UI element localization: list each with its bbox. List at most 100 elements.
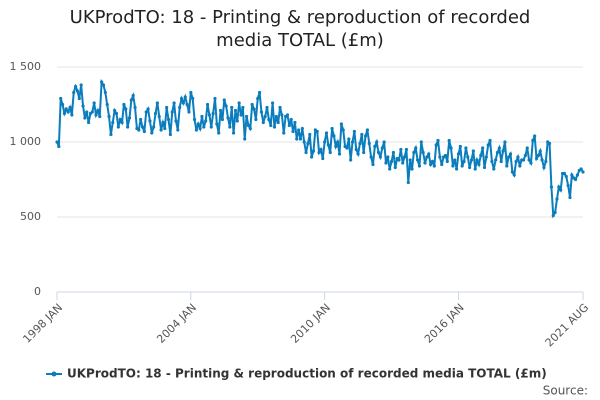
data-point <box>356 152 360 156</box>
data-point <box>466 155 470 159</box>
data-point <box>280 113 284 117</box>
data-point <box>83 116 87 120</box>
data-point <box>224 104 228 108</box>
data-point <box>469 158 474 162</box>
data-point <box>68 105 72 110</box>
data-point <box>159 128 163 132</box>
data-point <box>367 141 371 146</box>
data-point <box>360 132 364 137</box>
data-point <box>553 210 557 215</box>
data-point <box>503 140 507 144</box>
data-point <box>362 150 366 155</box>
data-point <box>172 101 176 105</box>
data-point <box>386 155 390 159</box>
data-point <box>521 158 526 162</box>
data-point <box>508 152 513 156</box>
data-point <box>393 165 397 170</box>
data-point <box>163 126 167 131</box>
data-point <box>176 128 180 132</box>
data-point <box>354 147 358 152</box>
data-point <box>399 147 403 152</box>
data-point <box>581 170 585 174</box>
data-point <box>79 83 83 87</box>
y-tick-label: 500 <box>20 210 41 223</box>
data-point <box>192 117 197 122</box>
data-point <box>341 128 345 132</box>
legend-marker <box>51 371 57 377</box>
data-point <box>468 165 472 170</box>
data-point <box>430 159 435 164</box>
data-point <box>308 132 312 137</box>
data-point <box>271 101 275 105</box>
data-point <box>116 125 120 129</box>
data-point <box>200 114 204 119</box>
data-point <box>384 161 388 165</box>
data-point <box>319 147 323 152</box>
data-point <box>451 164 455 168</box>
data-point <box>178 105 182 110</box>
data-point <box>211 111 215 116</box>
data-point <box>215 122 219 126</box>
data-point <box>304 150 308 155</box>
data-point <box>332 134 336 138</box>
data-point <box>124 107 128 111</box>
data-point <box>486 143 490 147</box>
data-point <box>529 161 533 165</box>
data-point <box>401 161 405 165</box>
data-point <box>464 146 468 150</box>
data-point <box>389 159 394 164</box>
data-point <box>272 125 277 129</box>
data-point <box>482 165 487 170</box>
data-point <box>438 155 442 159</box>
data-point <box>557 185 561 189</box>
data-point <box>90 110 94 114</box>
data-point <box>140 125 145 129</box>
data-point <box>248 126 252 131</box>
chart-title: UKProdTO: 18 - Printing & reproduction o… <box>69 7 531 51</box>
data-point <box>55 140 59 144</box>
data-point <box>397 158 401 162</box>
data-point <box>100 80 104 84</box>
data-point <box>103 90 107 95</box>
data-point <box>254 117 258 122</box>
data-point <box>144 110 148 114</box>
data-point <box>525 146 529 150</box>
data-point <box>129 98 133 102</box>
data-point <box>449 146 453 150</box>
data-point <box>490 159 494 164</box>
data-point <box>328 150 332 155</box>
data-point <box>231 131 236 135</box>
data-point <box>161 120 165 125</box>
data-point <box>456 152 461 156</box>
data-point <box>365 128 369 132</box>
data-point <box>269 123 273 128</box>
data-point <box>263 114 267 119</box>
data-point <box>566 183 570 188</box>
data-point <box>259 110 264 114</box>
data-point <box>209 125 213 129</box>
data-point <box>194 128 198 132</box>
data-point <box>573 177 578 182</box>
data-point <box>408 158 412 162</box>
data-point <box>358 141 362 146</box>
data-point <box>410 167 414 171</box>
data-point <box>241 105 245 110</box>
data-point <box>417 164 422 168</box>
data-point <box>477 162 481 167</box>
data-point <box>540 158 544 162</box>
legend-label: UKProdTO: 18 - Printing & reproduction o… <box>67 367 547 381</box>
data-point <box>261 120 265 125</box>
data-point <box>198 126 202 131</box>
data-point <box>202 125 206 129</box>
data-point <box>246 123 251 128</box>
data-point <box>150 131 154 135</box>
data-point <box>157 114 161 119</box>
data-point <box>311 149 316 153</box>
x-tick-label: 2021 AUG <box>543 301 592 350</box>
data-point <box>243 137 247 141</box>
data-point <box>120 120 124 125</box>
y-tick-label: 1 000 <box>10 135 42 148</box>
data-point <box>514 159 518 164</box>
data-point <box>499 159 503 164</box>
data-point <box>536 153 540 158</box>
